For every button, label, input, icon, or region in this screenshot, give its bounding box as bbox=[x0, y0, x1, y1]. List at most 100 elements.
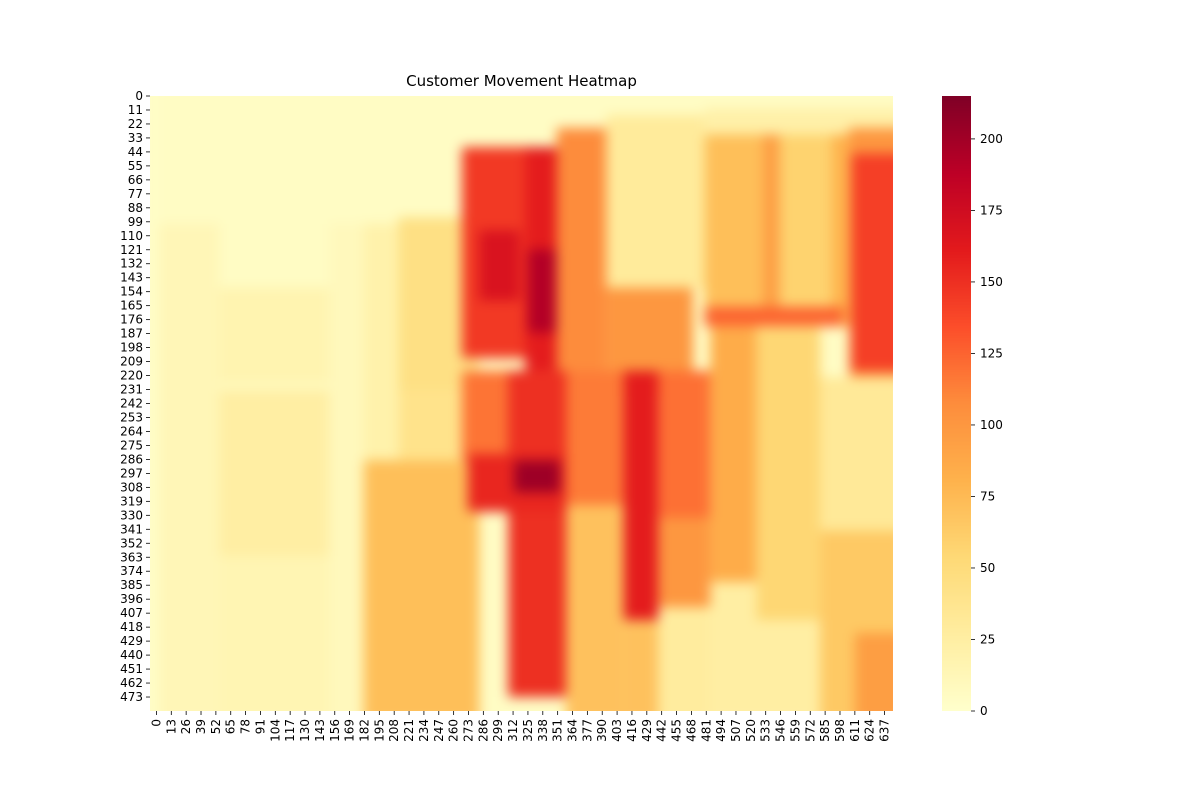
x-tick-label: 351 bbox=[551, 719, 565, 742]
colorbar-tick-label: 50 bbox=[980, 561, 995, 575]
x-tick-label: 182 bbox=[357, 719, 371, 742]
y-tick-label: 110 bbox=[120, 229, 143, 243]
x-tick-label: 559 bbox=[788, 719, 802, 742]
y-tick-label: 297 bbox=[120, 466, 143, 480]
chart-title: Customer Movement Heatmap bbox=[406, 72, 637, 90]
y-tick-label: 209 bbox=[120, 355, 143, 369]
x-tick-label: 52 bbox=[209, 719, 223, 734]
x-tick-label: 117 bbox=[283, 719, 297, 742]
x-tick-label: 13 bbox=[164, 719, 178, 734]
y-tick-label: 143 bbox=[120, 271, 143, 285]
y-tick-label: 352 bbox=[120, 536, 143, 550]
colorbar-tick-label: 0 bbox=[980, 704, 988, 718]
y-tick-label: 55 bbox=[128, 159, 143, 173]
y-tick-label: 176 bbox=[120, 313, 143, 327]
colorbar-tick-label: 75 bbox=[980, 489, 995, 503]
x-tick-label: 520 bbox=[744, 719, 758, 742]
x-tick-label: 65 bbox=[224, 719, 238, 734]
y-tick-label: 407 bbox=[120, 606, 143, 620]
x-tick-label: 455 bbox=[670, 719, 684, 742]
y-tick-label: 22 bbox=[128, 117, 143, 131]
colorbar-tick-label: 150 bbox=[980, 275, 1003, 289]
y-tick-label: 418 bbox=[120, 620, 143, 634]
colorbar-tick-label: 25 bbox=[980, 632, 995, 646]
y-tick-label: 66 bbox=[128, 173, 143, 187]
y-tick-label: 385 bbox=[120, 578, 143, 592]
y-tick-label: 187 bbox=[120, 327, 143, 341]
y-tick-label: 242 bbox=[120, 397, 143, 411]
x-tick-label: 247 bbox=[432, 719, 446, 742]
y-tick-label: 374 bbox=[120, 564, 143, 578]
y-tick-label: 0 bbox=[135, 89, 143, 103]
x-tick-label: 221 bbox=[402, 719, 416, 742]
y-tick-label: 231 bbox=[120, 383, 143, 397]
y-tick-label: 451 bbox=[120, 662, 143, 676]
x-tick-label: 299 bbox=[491, 719, 505, 742]
y-tick-label: 99 bbox=[128, 215, 143, 229]
x-tick-label: 546 bbox=[774, 719, 788, 742]
x-tick-label: 585 bbox=[818, 719, 832, 742]
x-tick-label: 338 bbox=[536, 719, 550, 742]
y-tick-label: 165 bbox=[120, 299, 143, 313]
y-tick-label: 264 bbox=[120, 424, 143, 438]
colorbar-tick-label: 175 bbox=[980, 203, 1003, 217]
y-tick-label: 330 bbox=[120, 508, 143, 522]
x-tick-label: 494 bbox=[714, 719, 728, 742]
x-tick-label: 286 bbox=[476, 719, 490, 742]
x-tick-label: 572 bbox=[803, 719, 817, 742]
x-tick-label: 429 bbox=[640, 719, 654, 742]
x-tick-label: 26 bbox=[179, 719, 193, 734]
y-tick-label: 121 bbox=[120, 243, 143, 257]
x-tick-label: 260 bbox=[447, 719, 461, 742]
y-tick-label: 11 bbox=[128, 103, 143, 117]
x-tick-label: 104 bbox=[268, 719, 282, 742]
colorbar bbox=[942, 96, 971, 711]
x-tick-label: 442 bbox=[655, 719, 669, 742]
colorbar-tick-label: 200 bbox=[980, 132, 1003, 146]
x-tick-label: 208 bbox=[387, 719, 401, 742]
y-tick-label: 363 bbox=[120, 550, 143, 564]
colorbar-axis: 0 25 50 75 100 125 150 175 200 bbox=[971, 132, 1003, 718]
y-tick-label: 396 bbox=[120, 592, 143, 606]
x-tick-label: 39 bbox=[194, 719, 208, 734]
x-tick-label: 390 bbox=[595, 719, 609, 742]
y-tick-label: 341 bbox=[120, 522, 143, 536]
x-tick-label: 533 bbox=[759, 719, 773, 742]
y-tick-label: 286 bbox=[120, 452, 143, 466]
x-tick-label: 637 bbox=[878, 719, 892, 742]
heatmap-area bbox=[150, 96, 893, 711]
x-tick-label: 481 bbox=[699, 719, 713, 742]
x-tick-label: 403 bbox=[610, 719, 624, 742]
x-tick-label: 0 bbox=[149, 719, 163, 727]
y-tick-label: 44 bbox=[128, 145, 143, 159]
y-tick-label: 220 bbox=[120, 369, 143, 383]
x-tick-label: 325 bbox=[521, 719, 535, 742]
x-tick-label: 624 bbox=[863, 719, 877, 742]
y-tick-label: 462 bbox=[120, 676, 143, 690]
colorbar-tick-label: 125 bbox=[980, 346, 1003, 360]
x-tick-label: 364 bbox=[566, 719, 580, 742]
x-tick-label: 130 bbox=[298, 719, 312, 742]
x-tick-label: 507 bbox=[729, 719, 743, 742]
y-tick-label: 440 bbox=[120, 648, 143, 662]
x-tick-label: 416 bbox=[625, 719, 639, 742]
x-tick-label: 78 bbox=[239, 719, 253, 734]
y-tick-label: 473 bbox=[120, 690, 143, 704]
y-tick-label: 88 bbox=[128, 201, 143, 215]
y-tick-label: 275 bbox=[120, 438, 143, 452]
x-tick-label: 611 bbox=[848, 719, 862, 742]
x-tick-label: 598 bbox=[833, 719, 847, 742]
y-tick-label: 198 bbox=[120, 341, 143, 355]
y-tick-label: 77 bbox=[128, 187, 143, 201]
x-tick-label: 468 bbox=[684, 719, 698, 742]
heatmap-cells bbox=[150, 96, 893, 711]
x-tick-label: 377 bbox=[580, 719, 594, 742]
y-tick-label: 429 bbox=[120, 634, 143, 648]
y-tick-label: 154 bbox=[120, 285, 143, 299]
x-tick-label: 169 bbox=[343, 719, 357, 742]
y-tick-label: 308 bbox=[120, 480, 143, 494]
x-tick-label: 312 bbox=[506, 719, 520, 742]
x-tick-label: 143 bbox=[313, 719, 327, 742]
